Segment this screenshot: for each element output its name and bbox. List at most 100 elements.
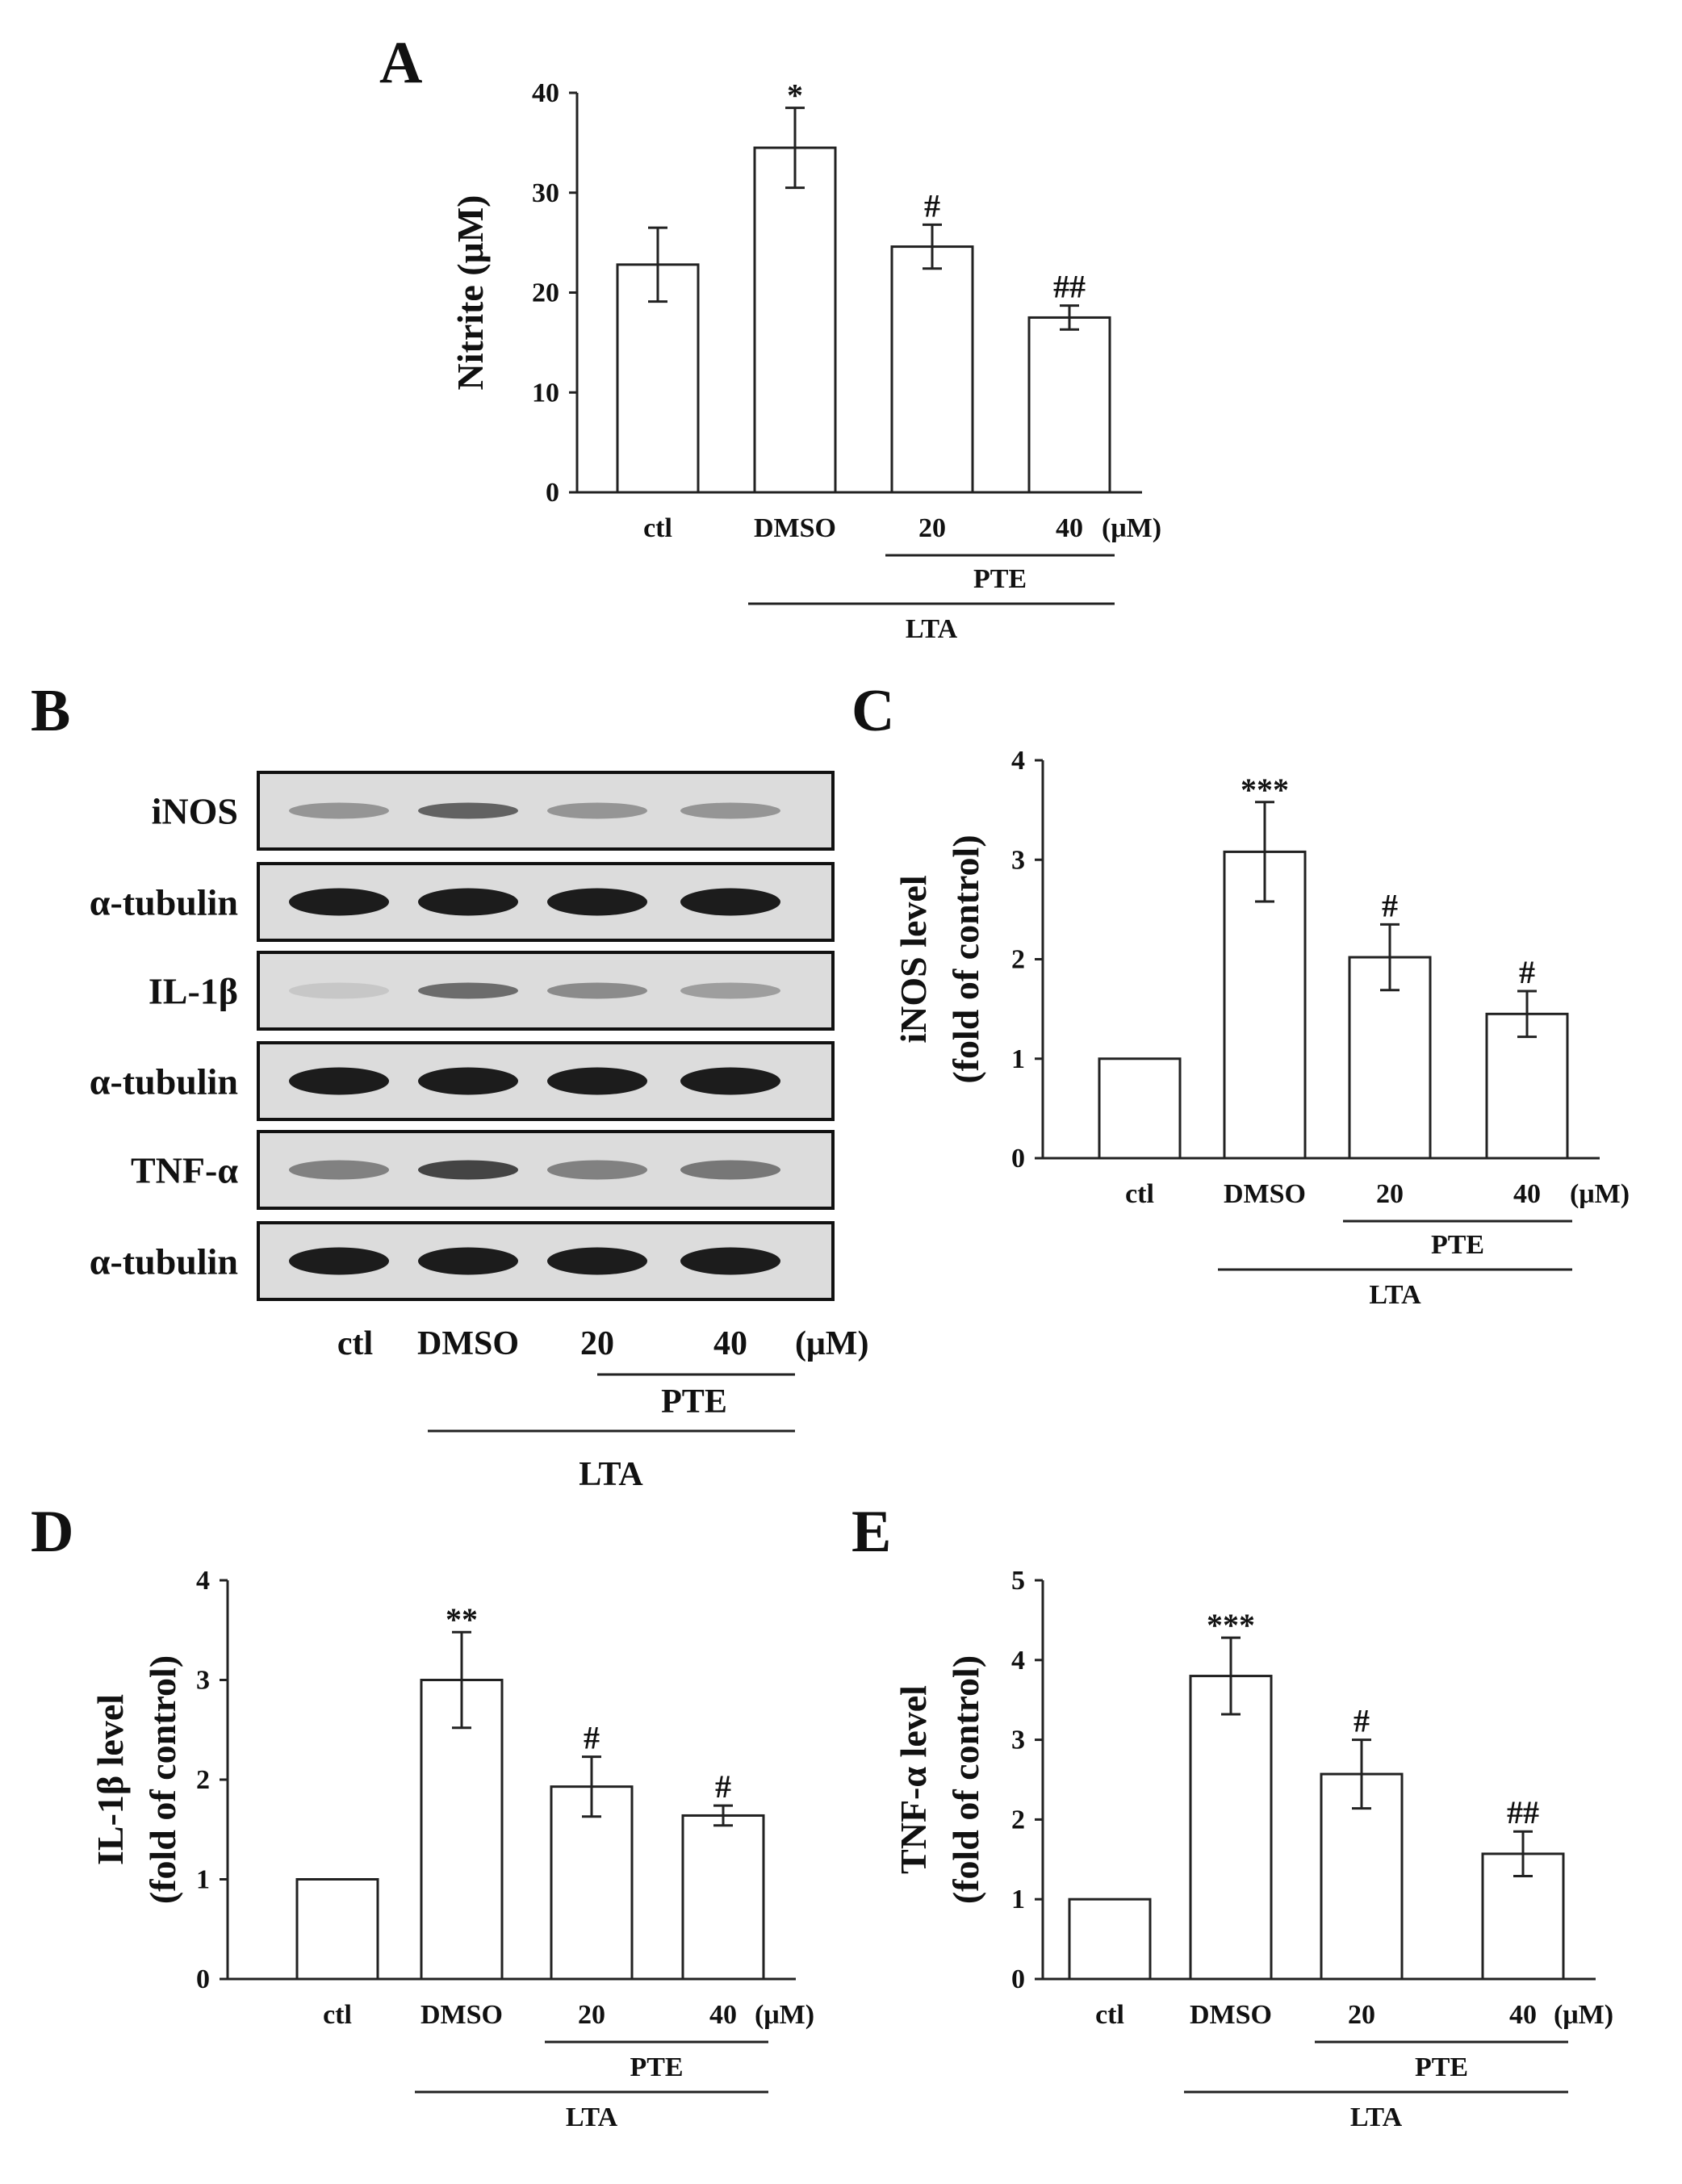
- bar: [753, 146, 837, 494]
- blot-band: [289, 1160, 389, 1180]
- bar: [1223, 850, 1307, 1160]
- x-tick-label: 20: [578, 2000, 605, 2030]
- blot-row-label: α-tubulin: [90, 1061, 238, 1102]
- blot-lane-label: 40: [713, 1325, 747, 1362]
- unit-label: (μM): [1102, 513, 1161, 543]
- panel-letter-d: D: [31, 1499, 73, 1565]
- blot-row-label: α-tubulin: [90, 882, 238, 923]
- x-tick-label: ctl: [1095, 2000, 1124, 2030]
- significance-label: **: [446, 1601, 478, 1638]
- y-tick-label: 0: [1011, 1144, 1025, 1174]
- significance-label: *: [787, 77, 803, 114]
- x-tick-label: 20: [1376, 1179, 1404, 1209]
- blot-row-frame: [257, 771, 835, 851]
- y-tick-label: 40: [532, 78, 559, 108]
- blot-band: [289, 1247, 389, 1275]
- y-axis-label: iNOS level: [893, 875, 934, 1043]
- y-axis-label: IL-1β level: [90, 1694, 131, 1865]
- x-tick-label: 40: [1509, 2000, 1537, 2030]
- significance-label: ##: [1053, 269, 1086, 305]
- significance-label: ##: [1507, 1794, 1539, 1830]
- y-tick-label: 0: [1011, 1964, 1025, 1994]
- blot-band: [680, 982, 780, 999]
- bar: [1027, 316, 1111, 494]
- blot-row-label: TNF-α: [131, 1150, 238, 1191]
- x-tick-label: 40: [1513, 1179, 1541, 1209]
- unit-label: (μM): [1570, 1179, 1630, 1209]
- significance-label: ***: [1207, 1607, 1255, 1643]
- blot-band: [418, 982, 518, 999]
- y-tick-label: 1: [1011, 1044, 1025, 1074]
- significance-label: #: [1354, 1703, 1370, 1739]
- blot-band: [418, 888, 518, 916]
- blot-band: [680, 888, 780, 916]
- bar: [1189, 1675, 1273, 1981]
- chart-e-tnfa: 0 1 2 3 4 5 TNF-α level (fold of control) ctl ***…: [893, 1566, 1613, 2132]
- blot-band: [418, 1160, 518, 1180]
- blot-band: [418, 1067, 518, 1095]
- lta-label: LTA: [1350, 2102, 1403, 2132]
- chart-c-inos: 0 1 2 3 4 iNOS level (fold of control) ctl *** DM…: [893, 746, 1630, 1310]
- x-tick-label: DMSO: [1190, 2000, 1272, 2030]
- pte-label: PTE: [1415, 2052, 1468, 2082]
- blot-lta-label: LTA: [579, 1456, 643, 1493]
- x-tick-label: DMSO: [754, 513, 836, 543]
- blot-band: [680, 802, 780, 819]
- blot-band: [547, 1067, 647, 1095]
- x-tick-label: DMSO: [420, 2000, 503, 2030]
- unit-label: (μM): [1554, 2000, 1613, 2030]
- blot-band: [289, 1067, 389, 1095]
- blot-band: [680, 1247, 780, 1275]
- x-tick-label: ctl: [643, 513, 672, 543]
- y-axis-label: (fold of control): [945, 835, 986, 1083]
- panel-letter-e: E: [851, 1499, 891, 1565]
- x-tick-label: 20: [918, 513, 946, 543]
- bar: [681, 1814, 765, 1981]
- significance-label: #: [1382, 887, 1398, 923]
- lta-label: LTA: [566, 2102, 618, 2132]
- y-tick-label: 4: [1011, 746, 1025, 776]
- y-tick-label: 1: [1011, 1885, 1025, 1914]
- y-tick-label: 10: [532, 378, 559, 408]
- y-tick-label: 2: [1011, 1805, 1025, 1835]
- chart-d-il1b: 0 1 2 3 4 IL-1β level (fold of control) ctl ** DM…: [90, 1566, 814, 2132]
- blot-band: [418, 802, 518, 819]
- x-tick-label: ctl: [323, 2000, 352, 2030]
- y-tick-label: 1: [196, 1865, 210, 1895]
- y-tick-label: 30: [532, 178, 559, 208]
- y-axis-label: (fold of control): [142, 1655, 183, 1904]
- blot-lane-label: ctl: [337, 1325, 373, 1362]
- y-tick-label: 4: [1011, 1646, 1025, 1676]
- significance-label: #: [584, 1720, 600, 1756]
- panel-letter-c: C: [851, 678, 894, 744]
- y-axis-label: (fold of control): [945, 1655, 986, 1904]
- blot-band: [547, 802, 647, 819]
- chart-a-nitrite: 0 10 20 30 40 Nitrite (μM) ctl * DMSO #20 ## 40 (μM)…: [450, 77, 1161, 644]
- blot-band: [289, 888, 389, 916]
- significance-label: ***: [1241, 772, 1289, 808]
- blot-pte-label: PTE: [661, 1383, 727, 1420]
- lta-label: LTA: [906, 614, 958, 644]
- blot-band: [680, 1067, 780, 1095]
- blot-band: [289, 982, 389, 999]
- panel-letter-b: B: [31, 678, 70, 744]
- y-tick-label: 0: [546, 478, 559, 508]
- y-tick-label: 3: [1011, 845, 1025, 875]
- y-axis-label: Nitrite (μM): [450, 195, 491, 391]
- y-tick-label: 0: [196, 1964, 210, 1994]
- blot-band: [680, 1160, 780, 1180]
- blot-row-label: α-tubulin: [90, 1241, 238, 1282]
- blot-row-label: iNOS: [152, 791, 238, 832]
- x-tick-label: ctl: [1125, 1179, 1154, 1209]
- x-tick-label: 40: [709, 2000, 737, 2030]
- bar: [890, 245, 974, 494]
- y-tick-label: 20: [532, 278, 559, 308]
- pte-label: PTE: [1431, 1230, 1484, 1260]
- blot-lane-label: 20: [580, 1325, 614, 1362]
- y-tick-label: 2: [196, 1765, 210, 1795]
- x-tick-label: DMSO: [1224, 1179, 1306, 1209]
- bar: [1098, 1057, 1182, 1160]
- western-blot: iNOS α-tubulin IL-1β α-tubulin TNF-α α-tubuli…: [90, 771, 868, 1493]
- bar: [295, 1878, 379, 1981]
